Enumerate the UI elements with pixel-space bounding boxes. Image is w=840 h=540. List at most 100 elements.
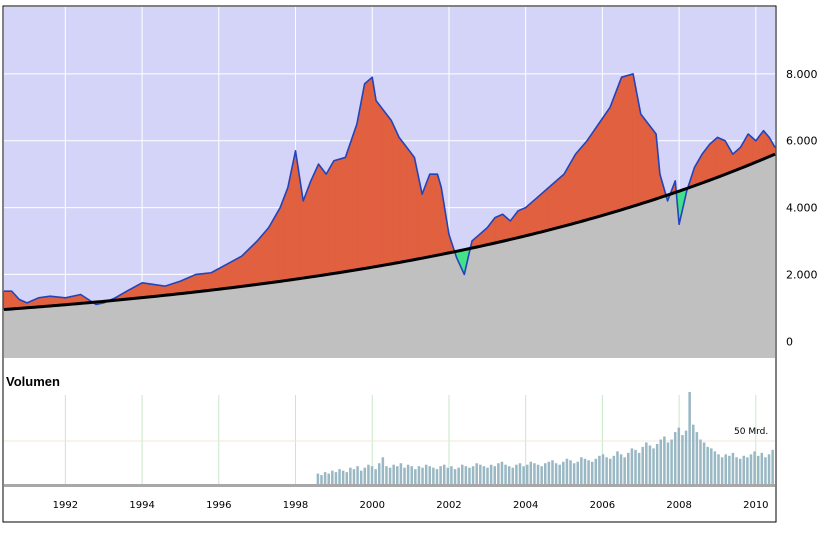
above-trend-segment bbox=[238, 255, 243, 288]
volume-bar bbox=[699, 439, 702, 484]
volume-bar bbox=[450, 466, 453, 484]
volume-bar bbox=[760, 452, 764, 484]
volume-bar bbox=[493, 466, 497, 484]
above-trend-segment bbox=[172, 282, 176, 295]
volume-bar bbox=[706, 446, 709, 484]
volume-bar bbox=[738, 458, 742, 484]
trend-base-area bbox=[4, 154, 775, 358]
volume-bar bbox=[356, 466, 359, 484]
above-trend-segment bbox=[228, 261, 232, 289]
volume-bar bbox=[464, 466, 468, 484]
above-trend-segment bbox=[249, 245, 253, 286]
volume-bar bbox=[691, 424, 695, 484]
volume-bar bbox=[406, 464, 410, 484]
volume-bar bbox=[598, 455, 601, 484]
above-trend-segment bbox=[241, 252, 245, 287]
volume-bar bbox=[702, 442, 706, 484]
volume-bar bbox=[742, 455, 746, 484]
volume-bar bbox=[666, 442, 670, 484]
volume-bar bbox=[605, 457, 608, 484]
above-trend-segment bbox=[226, 262, 230, 289]
volume-bar bbox=[688, 392, 691, 484]
x-tick-label: 1992 bbox=[53, 500, 78, 511]
volume-bar bbox=[551, 460, 554, 484]
volume-bar bbox=[771, 449, 774, 484]
series-lines bbox=[3, 73, 776, 312]
volume-bar bbox=[673, 432, 677, 484]
volume-bar bbox=[504, 464, 507, 484]
above-trend-segment bbox=[195, 273, 199, 293]
volume-bar bbox=[710, 448, 713, 484]
above-trend-segment bbox=[198, 273, 202, 292]
above-trend-segment bbox=[221, 265, 225, 290]
volume-bar bbox=[731, 452, 735, 484]
volume-bar bbox=[580, 457, 583, 484]
volume-bar bbox=[562, 461, 565, 484]
volume-bar bbox=[558, 464, 561, 484]
volume-bar bbox=[590, 461, 594, 484]
volume-bar bbox=[587, 460, 590, 484]
volume-bar bbox=[619, 454, 623, 484]
x-tick-label: 1994 bbox=[129, 500, 154, 511]
above-trend-segment bbox=[548, 184, 552, 231]
above-trend-segment bbox=[233, 258, 238, 288]
x-tick-label: 2010 bbox=[743, 500, 768, 511]
above-trend-segment bbox=[205, 272, 209, 292]
volume-bar bbox=[396, 466, 399, 484]
volume-bar bbox=[713, 451, 717, 484]
volume-bar bbox=[522, 466, 525, 484]
volume-bar bbox=[363, 467, 367, 484]
index-line bbox=[4, 73, 776, 306]
volume-bar bbox=[608, 458, 612, 484]
above-trend-segment bbox=[218, 266, 222, 290]
volume-bar bbox=[645, 442, 648, 484]
volume-bar bbox=[468, 467, 471, 484]
volume-bars bbox=[316, 392, 774, 484]
volume-bar bbox=[576, 461, 580, 484]
volume-bar bbox=[410, 466, 413, 484]
volume-bar bbox=[414, 469, 417, 484]
volume-bar bbox=[460, 464, 464, 484]
above-trend-segment bbox=[192, 273, 197, 293]
above-trend-segment bbox=[200, 273, 204, 292]
above-trend-segment bbox=[185, 277, 189, 294]
volume-bar bbox=[663, 436, 666, 484]
volume-baseline bbox=[4, 484, 775, 487]
volume-bar bbox=[331, 470, 334, 484]
volume-bar bbox=[399, 463, 403, 484]
volume-bar bbox=[489, 464, 493, 484]
volume-bar bbox=[655, 443, 659, 484]
volume-bar bbox=[764, 457, 767, 484]
volume-bar bbox=[724, 454, 727, 484]
volume-bar bbox=[320, 475, 323, 484]
volume-bar bbox=[345, 472, 349, 484]
volume-bar bbox=[377, 463, 381, 484]
volume-bar bbox=[500, 461, 504, 484]
volume-bar bbox=[439, 466, 442, 484]
volume-bar bbox=[349, 467, 352, 484]
volume-bar bbox=[482, 466, 486, 484]
volume-bar bbox=[659, 439, 663, 484]
volume-title: Volumen bbox=[6, 374, 60, 389]
volume-bar bbox=[746, 457, 749, 484]
volume-bar bbox=[652, 448, 655, 484]
volume-bar bbox=[616, 451, 619, 484]
volume-bar bbox=[359, 470, 363, 484]
above-trend-segment bbox=[203, 272, 207, 292]
volume-bar bbox=[475, 463, 478, 484]
volume-bar bbox=[403, 467, 406, 484]
above-trend-segment bbox=[556, 177, 560, 229]
volume-bar bbox=[323, 472, 327, 484]
x-tick-label: 1996 bbox=[206, 500, 231, 511]
volume-bar bbox=[572, 463, 576, 484]
volume-bar bbox=[695, 432, 699, 484]
volume-bar bbox=[435, 469, 439, 484]
above-trend-segment bbox=[139, 282, 143, 299]
y-tick-label: 0 bbox=[786, 335, 793, 348]
volume-bar bbox=[453, 469, 457, 484]
above-trend-segment bbox=[231, 259, 235, 289]
above-trend-segment bbox=[254, 240, 258, 286]
volume-bar bbox=[544, 463, 547, 484]
